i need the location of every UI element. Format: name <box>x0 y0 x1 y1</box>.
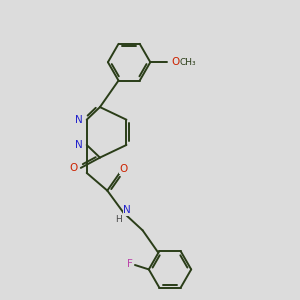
Text: H: H <box>115 215 122 224</box>
Text: F: F <box>127 259 133 269</box>
Text: N: N <box>75 140 82 150</box>
Text: CH₃: CH₃ <box>180 58 196 67</box>
Text: O: O <box>119 164 128 174</box>
Text: N: N <box>123 205 131 215</box>
Text: N: N <box>75 115 82 125</box>
Text: O: O <box>171 57 179 67</box>
Text: O: O <box>69 163 78 173</box>
